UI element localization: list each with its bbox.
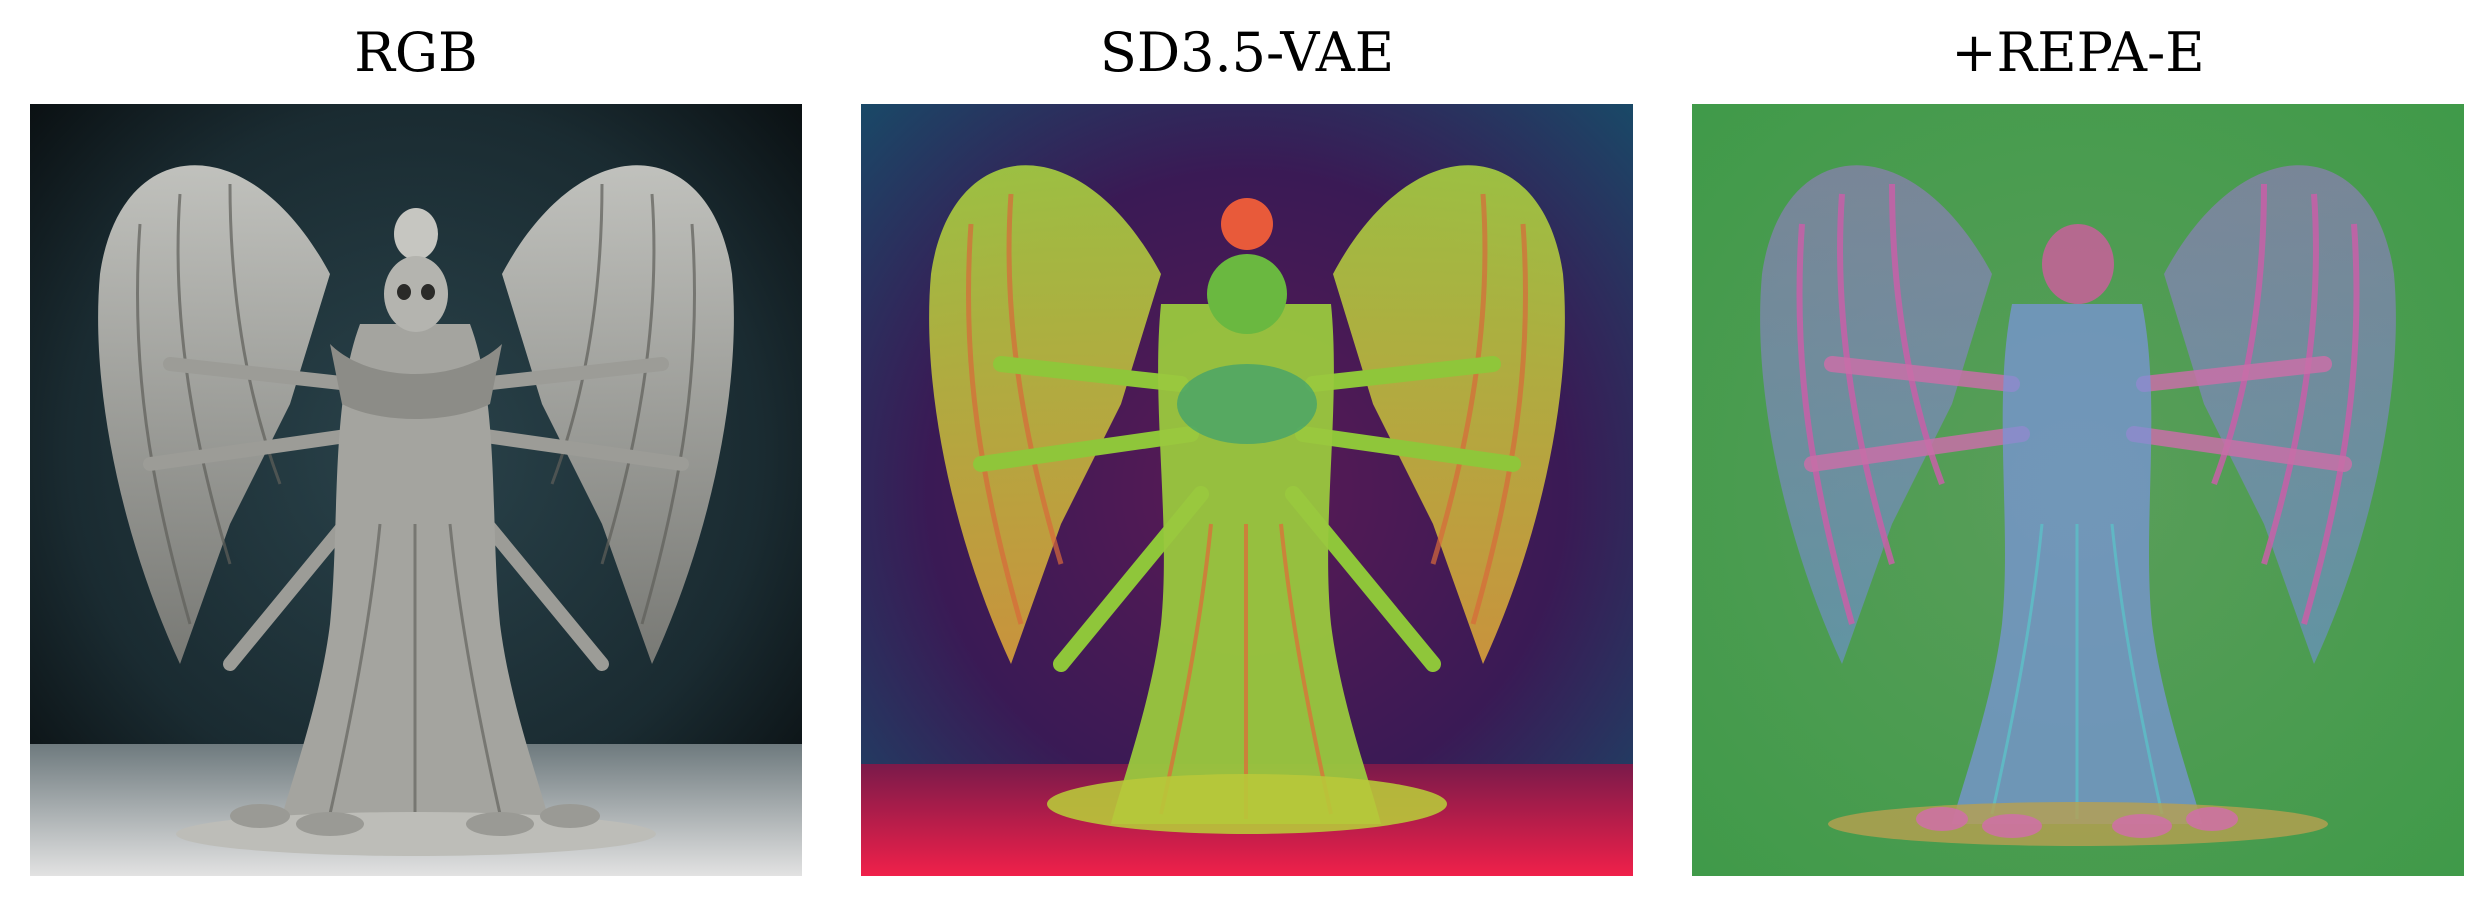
panel-title: SD3.5-VAE — [1099, 21, 1395, 84]
panel-title: RGB — [354, 21, 478, 84]
repa-e-image — [1692, 104, 2464, 876]
panel-repa-e: +REPA-E — [1692, 0, 2464, 906]
panel-rgb: RGB — [30, 0, 802, 906]
panel-title: +REPA-E — [1951, 21, 2205, 84]
panel-sd35-vae: SD3.5-VAE — [861, 0, 1633, 906]
sd35-vae-image — [861, 104, 1633, 876]
rgb-image — [30, 104, 802, 876]
